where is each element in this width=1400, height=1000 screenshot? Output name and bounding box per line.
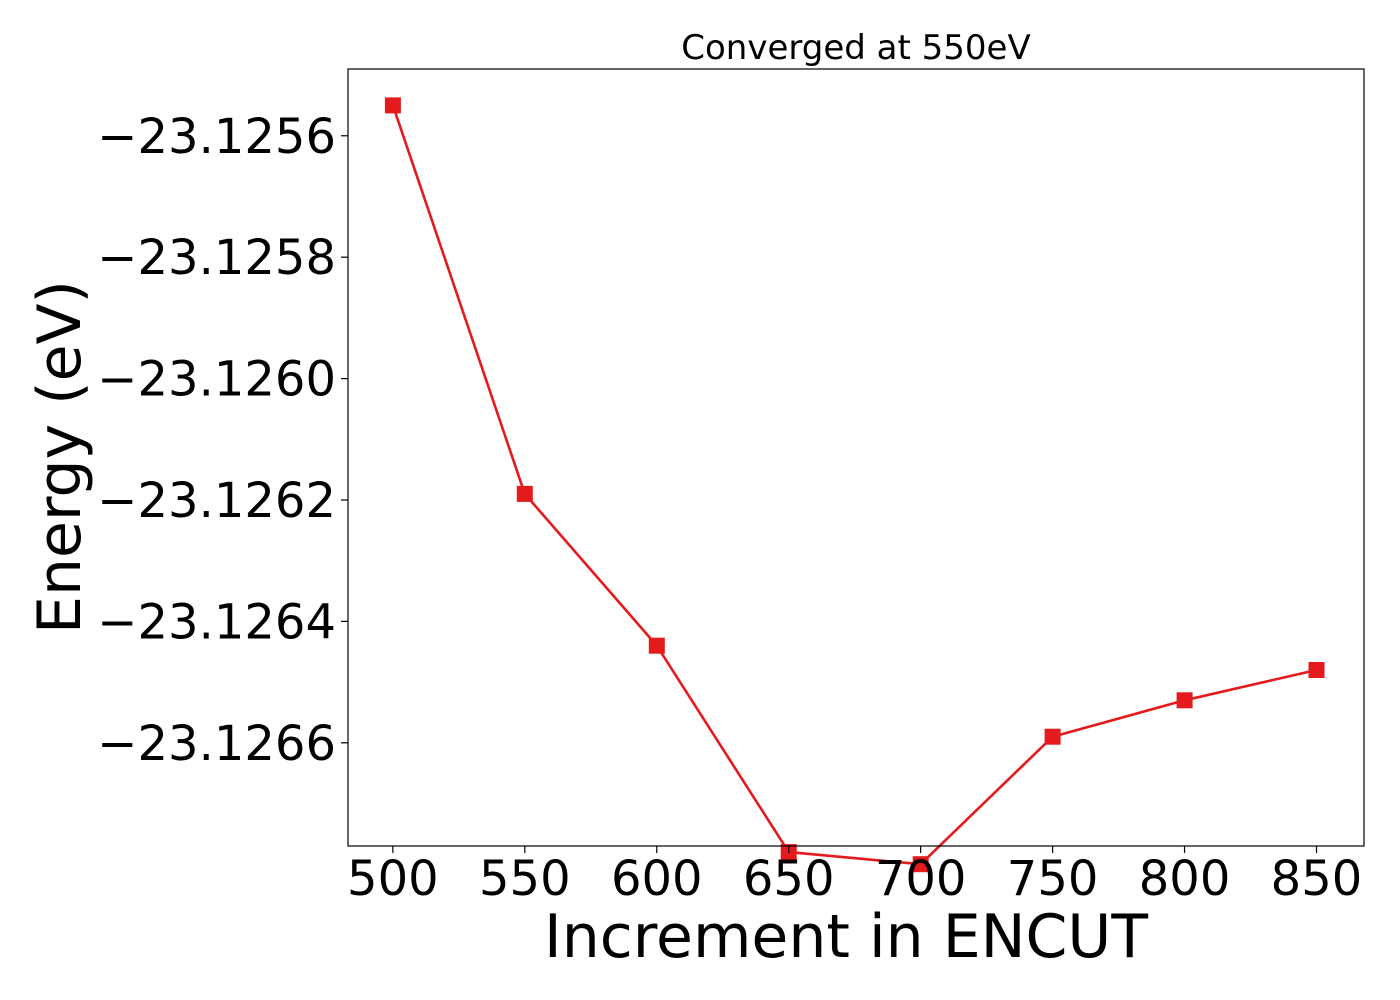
chart-title: Converged at 550eV — [681, 28, 1030, 68]
x-tick-label: 750 — [1007, 851, 1099, 907]
y-tick-label: −23.1260 — [97, 352, 336, 408]
x-tick-label: 800 — [1139, 851, 1231, 907]
y-axis-title: Energy (eV) — [25, 280, 95, 634]
data-point-800 — [1176, 692, 1193, 709]
y-axis-ticks: −23.1256 −23.1258 −23.1260 −23.1262 −23.1264… — [97, 109, 348, 772]
y-tick-label: −23.1262 — [97, 473, 336, 529]
data-point-500 — [384, 97, 401, 114]
plot-area — [384, 97, 1325, 873]
y-tick-label: −23.1256 — [97, 109, 336, 165]
x-axis-ticks: 500 550 600 650 700 750 800 850 — [347, 846, 1362, 907]
x-tick-label: 700 — [875, 851, 967, 907]
x-axis-title: Increment in ENCUT — [544, 902, 1148, 972]
x-tick-label: 850 — [1271, 851, 1363, 907]
data-point-850 — [1308, 662, 1325, 678]
y-tick-label: −23.1258 — [97, 230, 336, 286]
data-point-550 — [516, 485, 533, 502]
plot-frame — [347, 68, 1365, 847]
data-point-750 — [1044, 728, 1061, 745]
data-point-600 — [648, 637, 665, 654]
x-tick-label: 650 — [743, 851, 835, 907]
y-tick-label: −23.1264 — [97, 594, 336, 650]
y-tick-label: −23.1266 — [97, 716, 336, 772]
x-tick-label: 550 — [479, 851, 571, 907]
x-tick-label: 500 — [347, 851, 439, 907]
series-line — [391, 104, 1317, 866]
data-point-700 — [912, 856, 929, 873]
x-tick-label: 600 — [611, 851, 703, 907]
